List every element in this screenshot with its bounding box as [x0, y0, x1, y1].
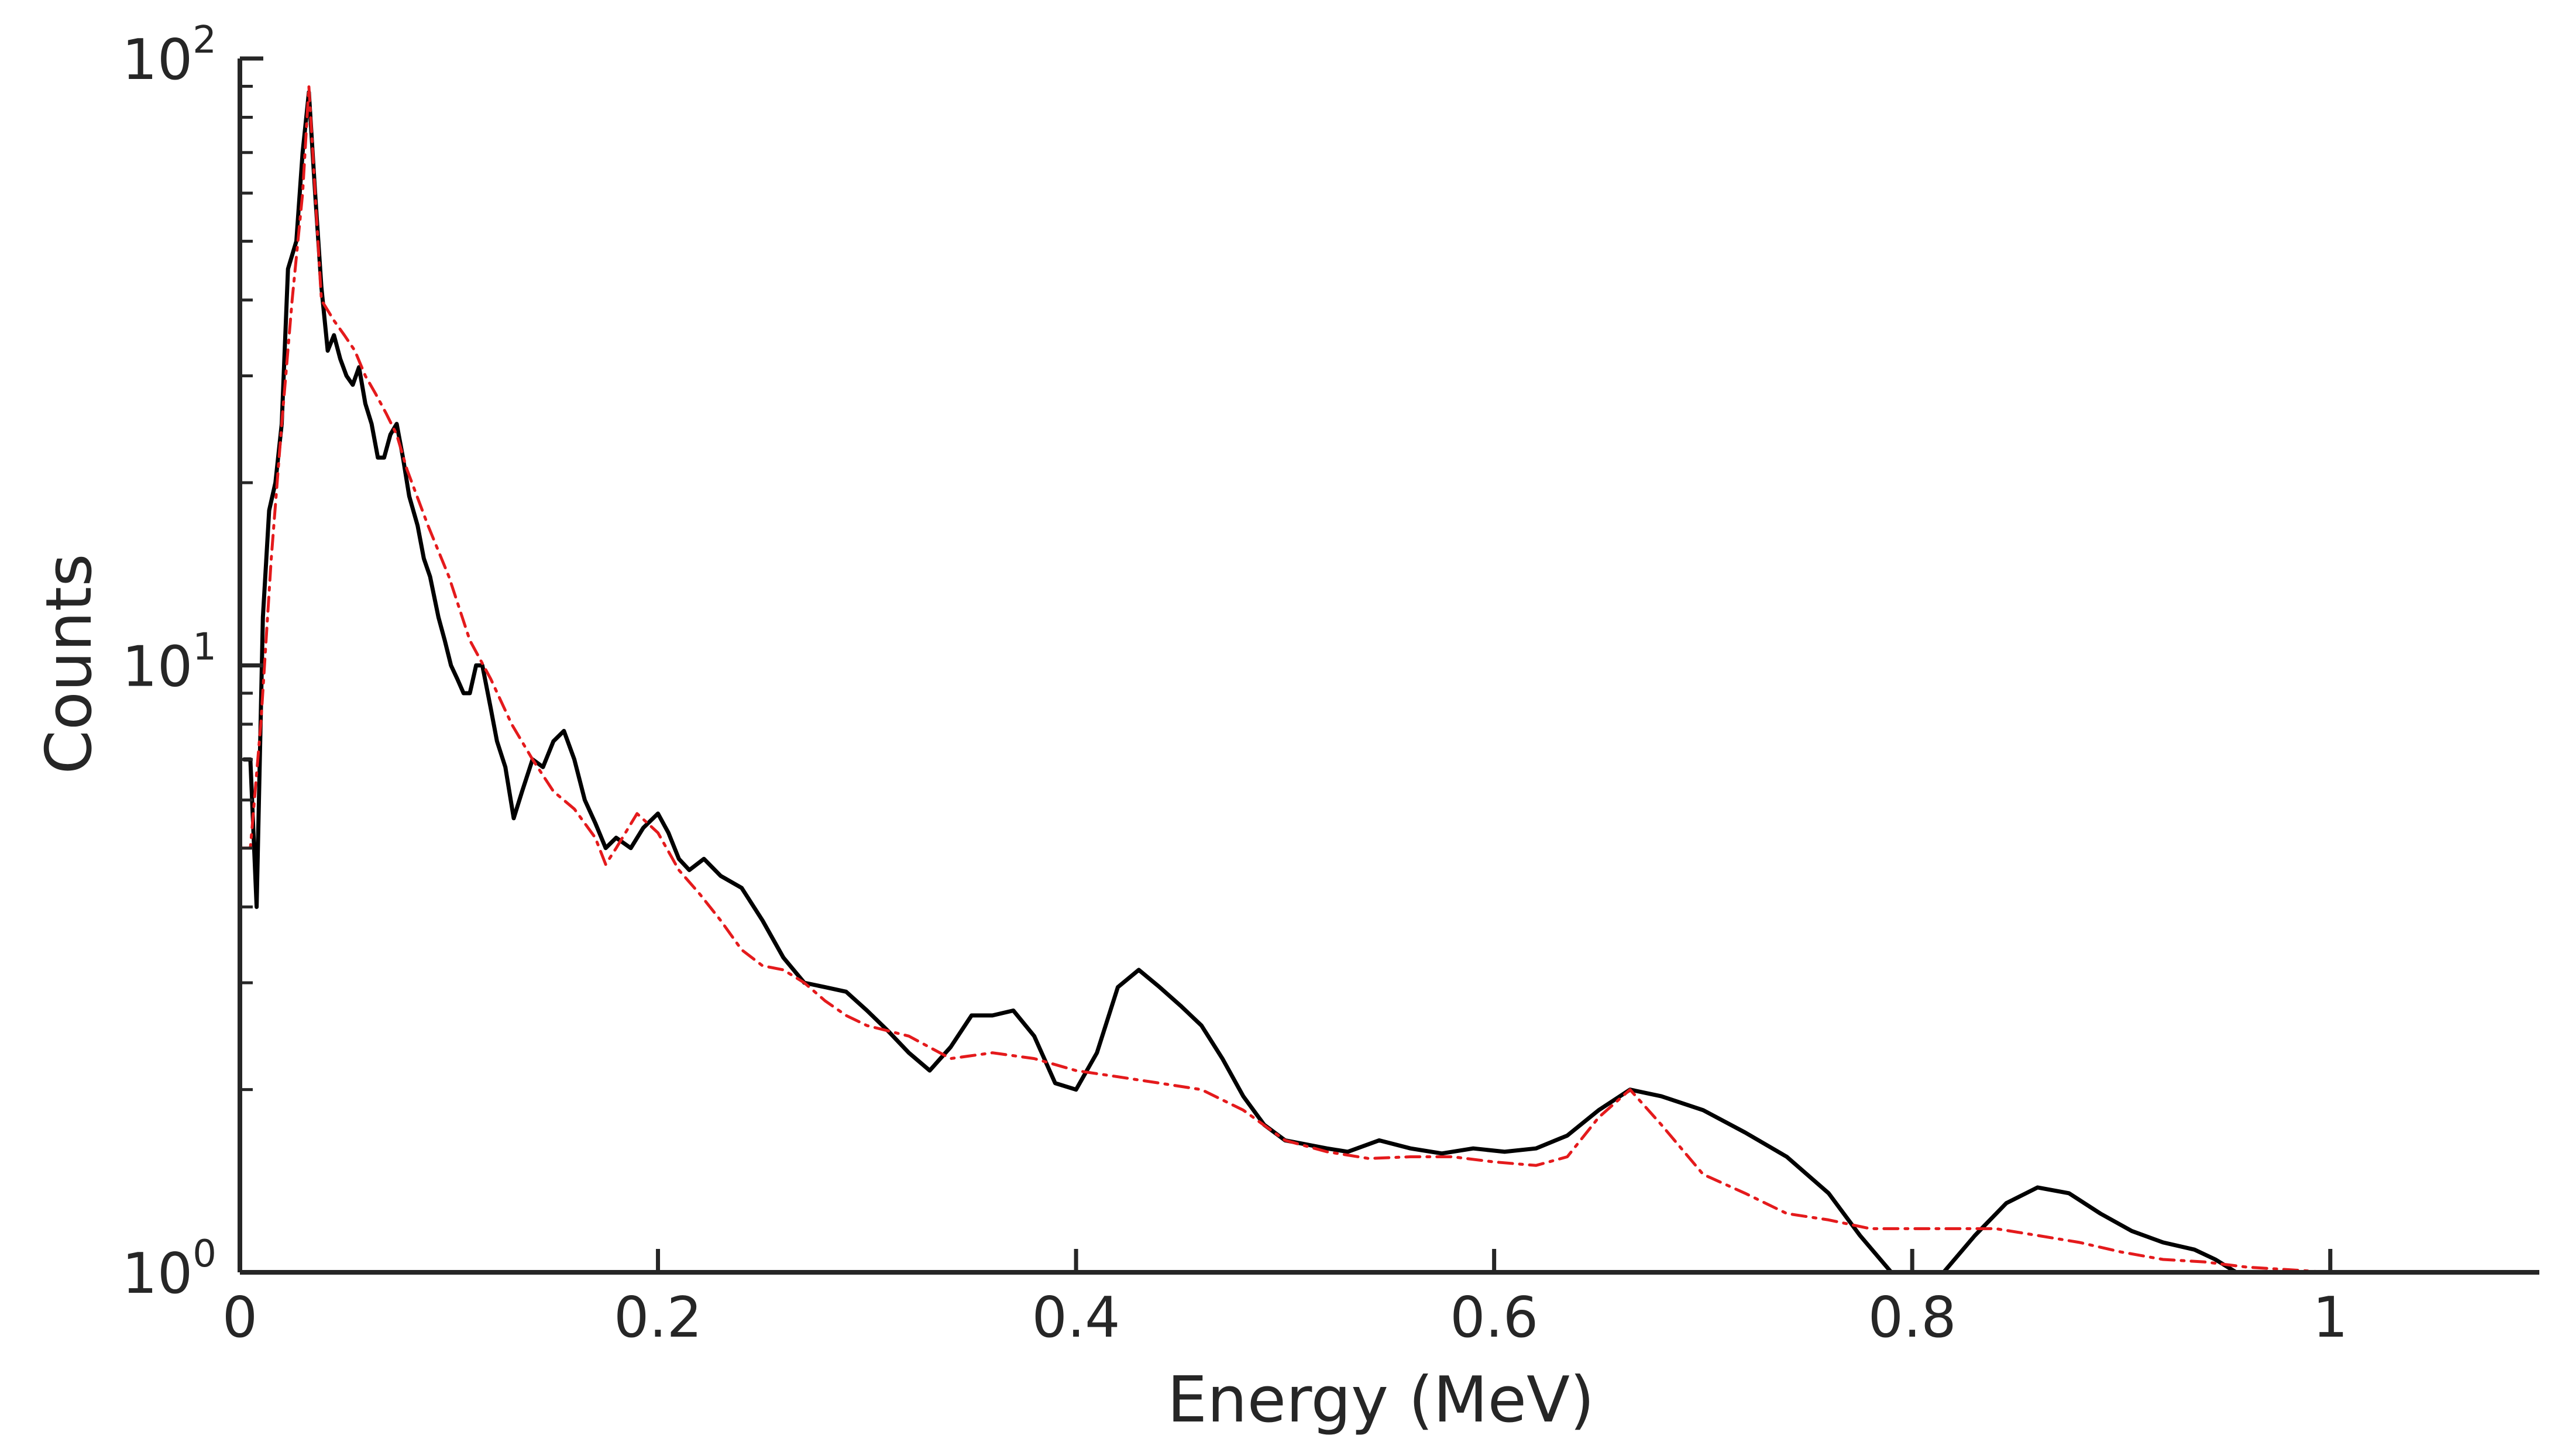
- series-line-red-dashdot: [240, 85, 2332, 1272]
- x-tick-label: 0.6: [1450, 1286, 1538, 1350]
- series-line-black: [1941, 1185, 2239, 1272]
- series-layer: [240, 85, 2332, 1272]
- x-tick-label: 0.2: [614, 1286, 702, 1350]
- y-tick-label: 101: [122, 626, 216, 700]
- axes: [238, 56, 2539, 1275]
- x-axis-label: Energy (MeV): [1167, 1364, 1594, 1437]
- tick-labels: 0 0.2 0.4 0.6 0.8 1 100 101 102: [122, 19, 2348, 1350]
- x-tick-label: 0: [222, 1286, 257, 1350]
- y-tick-label: 100: [122, 1233, 216, 1306]
- x-tick-label: 0.4: [1032, 1286, 1120, 1350]
- x-tick-label: 0.8: [1868, 1286, 1957, 1350]
- series-line-black: [242, 90, 1893, 1272]
- y-tick-label: 102: [122, 19, 216, 92]
- x-tick-label: 1: [2313, 1286, 2348, 1350]
- y-axis-label: Counts: [33, 554, 106, 775]
